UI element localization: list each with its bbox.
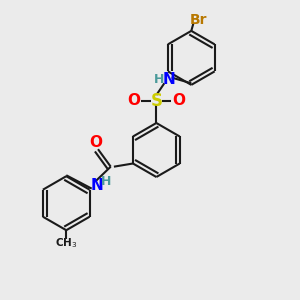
Text: Br: Br (190, 13, 207, 27)
Text: S: S (150, 92, 162, 110)
Text: O: O (128, 93, 141, 108)
Text: O: O (172, 93, 185, 108)
Text: N: N (163, 72, 176, 87)
Text: H: H (101, 175, 111, 188)
Text: O: O (89, 135, 102, 150)
Text: N: N (91, 178, 104, 193)
Text: CH$_3$: CH$_3$ (55, 236, 77, 250)
Text: H: H (154, 73, 164, 86)
